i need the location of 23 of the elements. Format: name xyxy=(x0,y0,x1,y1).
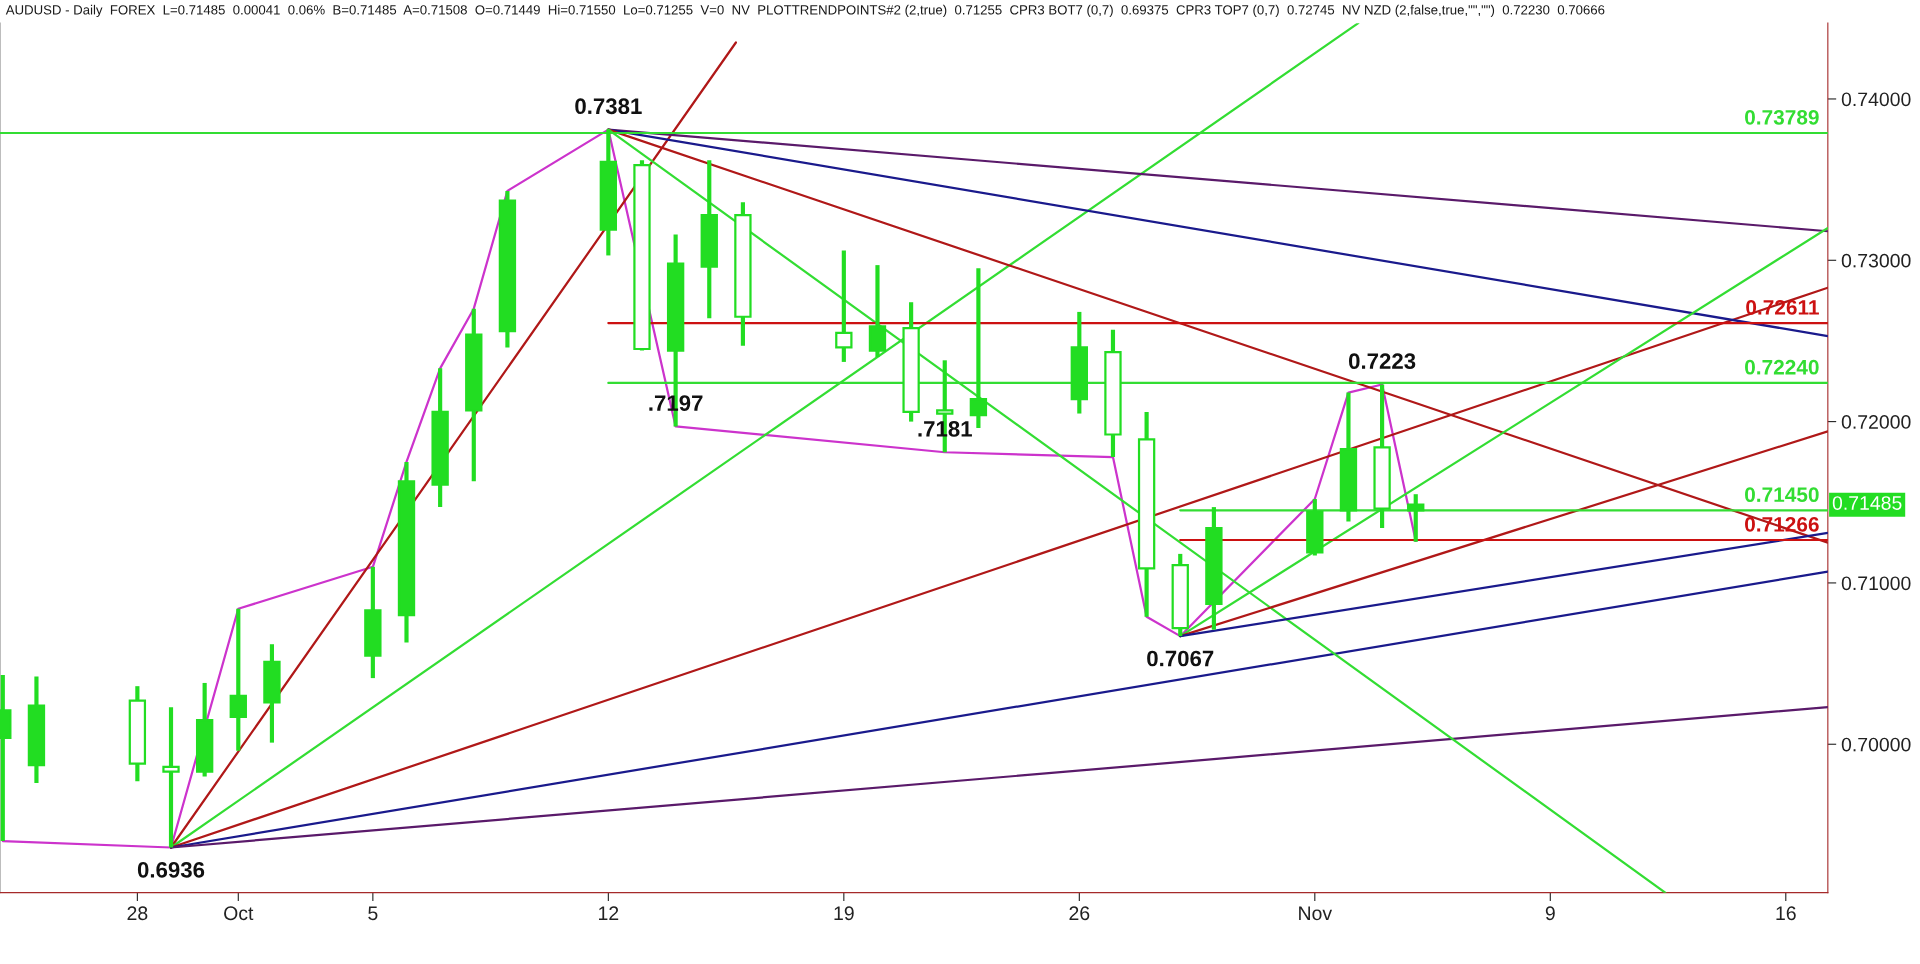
x-tick-label: 16 xyxy=(1776,906,1796,921)
annotation: 0.72240 xyxy=(1745,359,1819,375)
y-tick-label: 0.73000 xyxy=(1841,253,1911,268)
x-tick-label: Oct xyxy=(224,906,254,921)
x-tick-label: 19 xyxy=(834,906,854,921)
y-tick-label: 0.72000 xyxy=(1841,415,1911,429)
x-tick-label: 9 xyxy=(1545,906,1555,921)
chart-title: AUDUSD - Daily FOREX L=0.71485 0.00041 0.06% B=0.71485 A=0.71508 O=0.71449 Hi=0.71550 Lo=0.71255 V=0 NV PLOTTRENDPOINTS#2 (2,true) 0.71255 CPR3 BOT7 (0,7) 0.69375 CPR3 TOP7 (0,7) 0.72745 NV NZD (2,false,true,"","") 0.72230 0.70666 xyxy=(5,4,1605,18)
annotation: 0.71450 xyxy=(1745,487,1819,503)
x-tick-label: 26 xyxy=(1069,906,1090,921)
annotation: 0.7223 xyxy=(1348,353,1416,370)
annotation: 0.7381 xyxy=(575,98,642,115)
y-tick-label: 0.74000 xyxy=(1841,92,1911,107)
text: 0.71485 xyxy=(1832,496,1902,510)
y-tick-label: 0.70000 xyxy=(1841,737,1911,752)
y-tick-label: 0.71000 xyxy=(1841,576,1911,591)
x-tick-label: 28 xyxy=(127,906,148,921)
x-tick-label: 5 xyxy=(368,906,378,921)
annotation: 0.7067 xyxy=(1147,650,1214,667)
x-tick-label: Nov xyxy=(1299,906,1333,921)
annotation: 0.73789 xyxy=(1745,109,1819,125)
annotation: 0.6936 xyxy=(137,861,205,878)
x-tick-label: 12 xyxy=(599,906,619,920)
